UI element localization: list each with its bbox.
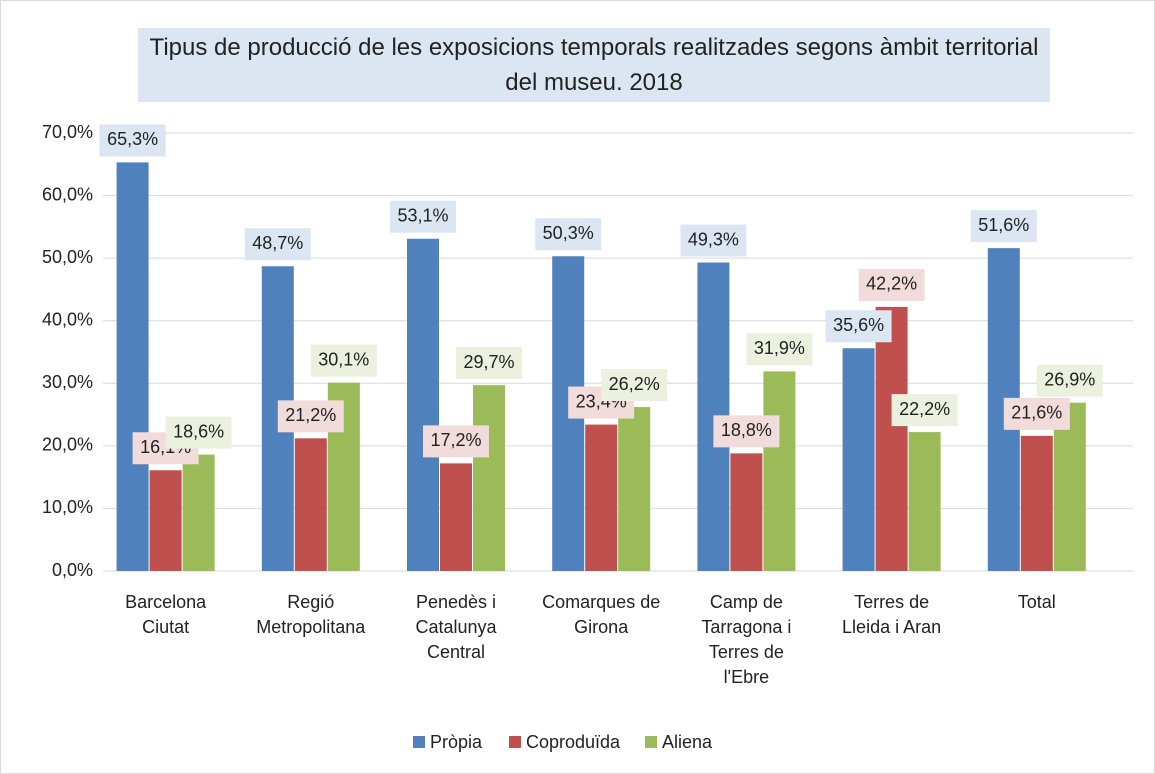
data-label-bg [970, 210, 1037, 243]
y-tick-label: 70,0% [42, 122, 93, 142]
y-tick-label: 30,0% [42, 372, 93, 392]
bar [407, 238, 439, 571]
data-label-bg [1036, 364, 1103, 397]
bar [1053, 402, 1086, 571]
y-tick-label: 50,0% [42, 247, 93, 267]
data-label: 31,9% [754, 338, 805, 358]
data-label: 21,6% [1011, 403, 1062, 423]
data-label-bg [99, 124, 166, 157]
bar [149, 470, 182, 571]
legend-swatch [413, 736, 425, 748]
x-tick-label: Tarragona i [701, 617, 791, 637]
legend-swatch [645, 736, 657, 748]
data-label-bg [1003, 397, 1070, 430]
legend-swatch [509, 736, 521, 748]
bar [294, 438, 327, 571]
data-label: 53,1% [397, 205, 448, 225]
legend-label: Coproduïda [526, 732, 621, 752]
bar [842, 348, 875, 571]
legend-label: Aliena [662, 732, 713, 752]
data-label: 51,6% [978, 215, 1029, 235]
bar [116, 162, 149, 571]
x-tick-label: l'Ebre [724, 667, 769, 687]
data-label-bg [165, 416, 232, 449]
x-tick-label: Metropolitana [256, 617, 366, 637]
y-tick-label: 10,0% [42, 497, 93, 517]
data-label-bg [310, 344, 377, 377]
data-label-bg [713, 415, 780, 448]
data-label-bg [891, 394, 958, 427]
x-tick-label: Camp de [710, 592, 783, 612]
data-label: 42,2% [866, 274, 917, 294]
data-label: 65,3% [107, 129, 158, 149]
x-tick-label: Comarques de [542, 592, 660, 612]
x-tick-label: Regió [287, 592, 334, 612]
y-tick-label: 0,0% [52, 560, 93, 580]
bar [875, 306, 908, 571]
data-label-bg [858, 268, 925, 301]
data-label: 17,2% [430, 430, 481, 450]
legend-label: Pròpia [430, 732, 483, 752]
bar [585, 424, 618, 571]
data-label-bg [680, 224, 747, 257]
data-label: 30,1% [318, 349, 369, 369]
bar [763, 371, 796, 571]
y-tick-label: 60,0% [42, 184, 93, 204]
data-label-bg [825, 310, 892, 343]
data-label: 26,2% [609, 374, 660, 394]
x-tick-label: Lleida i Aran [842, 617, 941, 637]
chart-title: Tipus de producció de les exposicions te… [138, 28, 1050, 102]
data-label-bg [423, 425, 489, 458]
x-tick-label: Barcelona [125, 592, 207, 612]
x-tick-label: Ciutat [142, 617, 189, 637]
data-label-bg [456, 347, 522, 380]
data-label: 50,3% [543, 223, 594, 243]
bar [618, 407, 651, 571]
data-label-bg [277, 400, 344, 433]
bar [182, 454, 215, 571]
data-label-bg [244, 228, 311, 261]
bar [730, 453, 763, 571]
x-tick-label: Terres de [854, 592, 929, 612]
data-label: 22,2% [899, 399, 950, 419]
x-tick-label: Catalunya [415, 617, 497, 637]
data-label-bg [746, 333, 813, 366]
data-label-bg [390, 200, 456, 233]
bar [473, 385, 505, 571]
data-label: 48,7% [252, 233, 303, 253]
bar [440, 463, 472, 571]
data-label: 49,3% [688, 229, 739, 249]
x-tick-label: Penedès i [416, 592, 496, 612]
data-label: 18,8% [721, 420, 772, 440]
data-label: 29,7% [463, 352, 514, 372]
data-label-bg [535, 218, 602, 251]
y-tick-label: 40,0% [42, 309, 93, 329]
data-label: 21,2% [285, 405, 336, 425]
x-tick-label: Girona [574, 617, 629, 637]
bar [908, 432, 941, 571]
bar [1020, 435, 1053, 571]
x-tick-label: Total [1018, 592, 1056, 612]
data-label-bg [601, 369, 668, 402]
data-label: 26,9% [1044, 369, 1095, 389]
data-label: 35,6% [833, 315, 884, 335]
x-tick-label: Central [427, 642, 485, 662]
y-tick-label: 20,0% [42, 435, 93, 455]
x-tick-label: Terres de [709, 642, 784, 662]
data-label: 18,6% [173, 421, 224, 441]
